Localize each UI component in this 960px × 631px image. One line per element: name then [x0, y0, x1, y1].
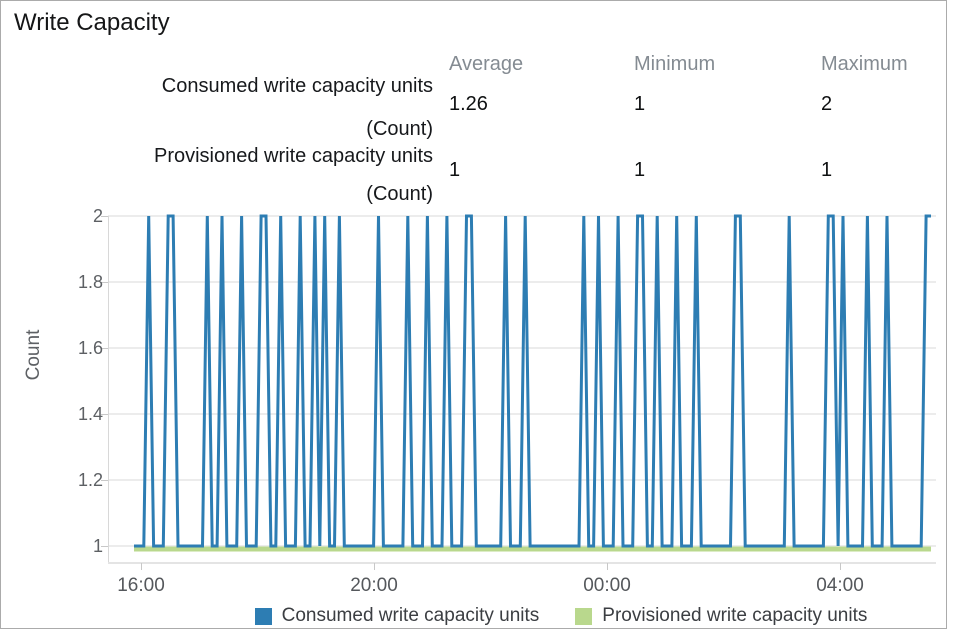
y-tick-1-2: 1.2	[77, 470, 103, 490]
x-axis-line	[108, 562, 936, 564]
stat-row-consumed-unit: (Count)	[366, 118, 433, 140]
gridline	[108, 281, 936, 283]
stat-row-provisioned-unit: (Count)	[366, 183, 433, 205]
stat-consumed-minimum: 1	[634, 93, 646, 115]
x-tickmark	[141, 563, 142, 570]
provisioned-legend-swatch-icon	[575, 607, 593, 625]
x-tick-00-00: 00:00	[583, 575, 631, 596]
gridline	[108, 545, 936, 547]
stat-consumed-maximum: 2	[821, 93, 833, 115]
y-axis-line	[108, 216, 109, 563]
legend-item-provisioned: Provisioned write capacity units	[575, 605, 867, 627]
y-tickmark	[101, 282, 108, 283]
legend-label-consumed: Consumed write capacity units	[281, 605, 540, 626]
stats-header-average: Average	[449, 53, 524, 75]
y-tickmark	[101, 480, 108, 481]
x-tickmark	[374, 563, 375, 570]
legend-item-consumed: Consumed write capacity units	[254, 605, 540, 627]
x-tick-16-00: 16:00	[117, 575, 165, 596]
y-tick-1-6: 1.6	[77, 338, 103, 358]
stats-header-minimum: Minimum	[634, 53, 716, 75]
x-tickmark	[840, 563, 841, 570]
y-tickmark	[101, 414, 108, 415]
stat-consumed-average: 1.26	[449, 93, 488, 115]
stat-row-provisioned-label: Provisioned write capacity units	[153, 145, 433, 167]
y-tickmark	[101, 216, 108, 217]
y-tickmark	[101, 348, 108, 349]
y-tickmark	[101, 546, 108, 547]
y-tick-1: 1	[92, 536, 103, 556]
y-tick-1-4: 1.4	[77, 404, 103, 424]
stat-provisioned-average: 1	[449, 159, 461, 181]
stat-row-consumed-label: Consumed write capacity units	[161, 75, 433, 97]
chart-legend: Consumed write capacity units Provisione…	[181, 605, 941, 627]
consumed-legend-swatch-icon	[254, 607, 272, 625]
consumed-series-line	[134, 214, 931, 548]
stat-provisioned-minimum: 1	[634, 159, 646, 181]
x-tick-20-00: 20:00	[350, 575, 398, 596]
y-tick-1-8: 1.8	[77, 272, 103, 292]
y-tick-2: 2	[92, 206, 103, 226]
gridline	[108, 215, 936, 217]
x-tickmark	[607, 563, 608, 570]
stats-header-maximum: Maximum	[821, 53, 908, 75]
x-tick-04-00: 04:00	[816, 575, 864, 596]
legend-label-provisioned: Provisioned write capacity units	[602, 605, 868, 626]
page-title: Write Capacity	[14, 9, 170, 36]
stat-provisioned-maximum: 1	[821, 159, 833, 181]
